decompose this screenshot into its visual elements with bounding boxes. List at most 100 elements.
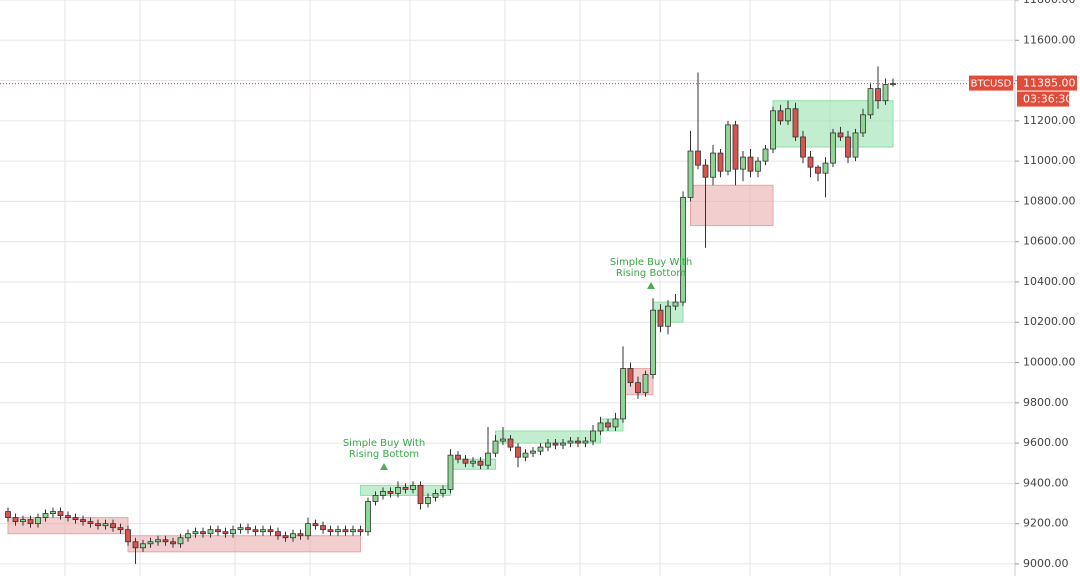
candle-body	[432, 493, 439, 498]
annotation-text: Rising Bottom	[349, 449, 419, 460]
candle-body	[170, 541, 176, 545]
y-tick-label: 9000.00	[1023, 557, 1069, 570]
candle-body	[275, 531, 281, 537]
candle-body	[762, 148, 769, 162]
candle-body	[642, 374, 649, 394]
candle-body	[845, 136, 851, 158]
candle-body	[230, 529, 236, 535]
candle-body	[282, 535, 289, 539]
candle-body	[605, 422, 611, 428]
candle-body	[740, 156, 746, 170]
zone	[600, 418, 624, 432]
candle-body	[597, 422, 604, 432]
candle-body	[350, 529, 356, 533]
price-box	[1017, 75, 1077, 91]
candle-body	[785, 108, 791, 122]
candle-body	[777, 110, 784, 122]
candle-body	[500, 438, 506, 442]
candle-body	[440, 488, 446, 494]
y-tick-label: 10400.00	[1023, 275, 1076, 288]
candle-body	[65, 515, 71, 518]
candle-body	[822, 162, 829, 174]
candle-body	[252, 529, 259, 533]
candle-body	[455, 454, 461, 460]
candle-body	[792, 108, 799, 138]
candle-body	[687, 150, 694, 198]
candle-body	[297, 533, 304, 537]
candle-body	[635, 382, 641, 394]
candle-body	[35, 517, 41, 525]
candle-body	[117, 527, 124, 531]
candle-body	[155, 539, 161, 543]
candle-body	[860, 114, 866, 134]
candle-body	[222, 531, 229, 535]
y-tick-label: 11600.00	[1023, 33, 1076, 46]
candle-body	[575, 440, 581, 444]
candle-body	[357, 529, 364, 533]
candle-body	[867, 88, 874, 116]
candle-body	[140, 543, 146, 549]
candle-body	[395, 486, 401, 494]
time-grid	[64, 0, 901, 576]
candle-body	[755, 160, 761, 172]
candle-body	[612, 418, 619, 428]
annotation-arrow	[647, 282, 655, 289]
candle-body	[20, 519, 26, 523]
candle-body	[627, 368, 634, 384]
candle-body	[830, 132, 836, 164]
candle-body	[462, 458, 469, 464]
candle-body	[620, 368, 626, 420]
candle-body	[470, 460, 476, 464]
candle-body	[770, 110, 776, 150]
candle-body	[485, 452, 491, 466]
candle-body	[882, 84, 889, 102]
candle-body	[650, 309, 656, 376]
candle-body	[552, 442, 559, 446]
candle-body	[815, 166, 821, 174]
y-tick-label: 9600.00	[1023, 436, 1069, 449]
candle-body	[567, 440, 574, 444]
candle-body	[95, 523, 101, 527]
candle-body	[717, 152, 724, 172]
zone	[127, 535, 361, 553]
candle-body	[192, 531, 199, 535]
candle-body	[200, 531, 206, 535]
candle-body	[417, 484, 424, 504]
candle-body	[477, 460, 484, 466]
annotation-text: Simple Buy With	[343, 438, 425, 449]
candle-body	[702, 164, 709, 178]
candle-body	[207, 529, 214, 535]
y-tick-label: 10200.00	[1023, 315, 1076, 328]
candle-body	[807, 156, 814, 168]
y-tick-label: 9400.00	[1023, 476, 1069, 489]
zone	[690, 184, 774, 227]
candle-body	[365, 501, 371, 533]
candle-body	[560, 442, 566, 446]
candle-body	[5, 511, 11, 518]
candle-body	[102, 523, 109, 527]
candle-body	[380, 491, 386, 496]
candle-body	[710, 152, 716, 178]
y-tick-label: 10000.00	[1023, 356, 1076, 369]
candle-body	[80, 519, 86, 523]
y-tick-label: 11800.00	[1023, 0, 1076, 6]
candle-body	[177, 537, 184, 545]
candle-body	[747, 156, 754, 172]
candle-body	[530, 450, 536, 454]
candle-body	[447, 454, 454, 490]
annotation-text: Simple Buy With	[610, 257, 692, 268]
candle-body	[522, 452, 529, 458]
candle-body	[50, 511, 56, 514]
candle-body	[725, 124, 731, 172]
candle-body	[582, 440, 589, 444]
candle-body	[185, 533, 191, 539]
candle-body	[875, 88, 881, 102]
candle-body	[537, 446, 544, 452]
candle-body	[110, 523, 116, 529]
candle-body	[245, 527, 251, 531]
candle-body	[402, 486, 409, 490]
candle-body	[260, 529, 266, 533]
candle-body	[87, 521, 94, 525]
candle-body	[515, 446, 521, 458]
